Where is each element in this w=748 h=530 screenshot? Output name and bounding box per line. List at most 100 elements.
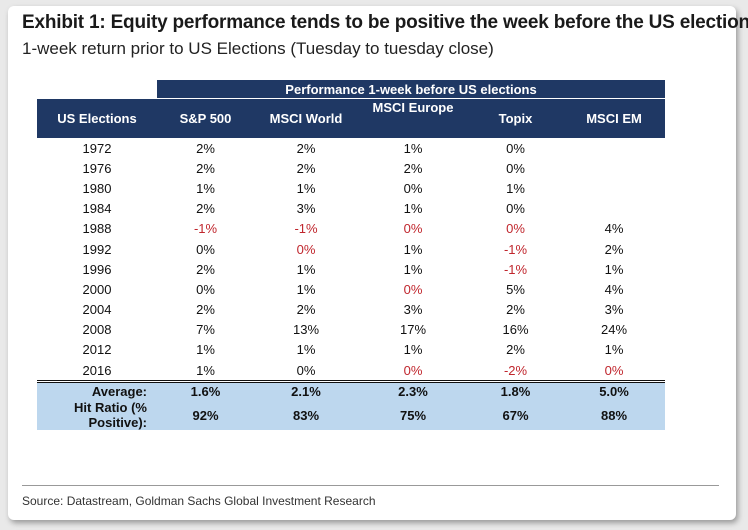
- return-cell: 3%: [296, 201, 316, 217]
- election-year-cell: 1988: [82, 221, 112, 237]
- table-row: 1984 2% 3% 1% 0%: [37, 199, 665, 219]
- return-cell: 16%: [502, 322, 529, 338]
- exhibit-subtitle: 1-week return prior to US Elections (Tue…: [22, 39, 494, 58]
- col-header-msci-em: MSCI EM: [563, 98, 666, 138]
- table-row: 1992 0% 0% 1% -1% 2%: [37, 239, 665, 259]
- return-cell: 24%: [601, 322, 628, 338]
- election-year-cell: 1996: [82, 261, 112, 277]
- summary-cell: 5.0%: [563, 381, 666, 401]
- table-row: 2012 1% 1% 1% 2% 1%: [37, 340, 665, 360]
- summary-cell: 2.3%: [358, 381, 468, 401]
- return-cell: 1%: [403, 201, 423, 217]
- summary-cell: 1.6%: [157, 381, 254, 401]
- return-cell: 1%: [604, 342, 624, 358]
- election-year-cell: 1972: [82, 140, 112, 156]
- return-cell: -1%: [294, 221, 318, 237]
- summary-row-hit-ratio: Hit Ratio (% Positive): 92% 83% 75% 67% …: [37, 400, 666, 431]
- return-cell: 0%: [403, 281, 423, 297]
- return-cell: 0%: [506, 160, 525, 176]
- return-cell: 7%: [196, 322, 215, 338]
- return-cell: 0%: [506, 221, 525, 237]
- election-year-cell: 1984: [82, 201, 112, 217]
- return-cell: 2%: [296, 302, 316, 318]
- col-header-msci-europe: MSCI Europe: [358, 98, 468, 138]
- return-cell: 0%: [403, 221, 423, 237]
- return-cell: 1%: [196, 342, 215, 358]
- return-cell: 0%: [506, 201, 525, 217]
- return-cell: [563, 158, 665, 178]
- table-row: 2000 0% 1% 0% 5% 4%: [37, 279, 665, 299]
- return-cell: 2%: [604, 241, 624, 257]
- return-cell: 1%: [403, 241, 423, 257]
- col-header-topix: Topix: [468, 98, 563, 138]
- return-cell: 1%: [157, 360, 254, 384]
- election-year-cell: 1976: [82, 160, 112, 176]
- return-cell: 1%: [296, 261, 316, 277]
- summary-cell: 92%: [157, 400, 254, 431]
- return-cell: 1%: [604, 261, 624, 277]
- summary-cell: 75%: [358, 400, 468, 431]
- table-row: 2004 2% 2% 3% 2% 3%: [37, 300, 665, 320]
- return-cell: 2%: [296, 160, 316, 176]
- return-cell: [563, 199, 665, 219]
- return-cell: [563, 138, 665, 158]
- return-cell: 0%: [563, 360, 666, 384]
- return-cell: 3%: [403, 302, 423, 318]
- table-row: 1980 1% 1% 0% 1%: [37, 178, 665, 198]
- return-cell: 2%: [403, 160, 423, 176]
- table-row: 1976 2% 2% 2% 0%: [37, 158, 665, 178]
- table-row: 1988 -1% -1% 0% 0% 4%: [37, 219, 665, 239]
- return-cell: 17%: [399, 322, 427, 338]
- election-year-cell: 2016: [37, 360, 157, 384]
- election-year-cell: 2000: [82, 281, 112, 297]
- performance-table: Performance 1-week before US elections U…: [37, 80, 666, 431]
- table-body: 1972 2% 2% 1% 0% 1976 2% 2% 2% 0% 1980 1% 1% 0% 1% 1984…: [37, 138, 666, 384]
- election-year-cell: 2004: [82, 302, 112, 318]
- table-row: 2008 7% 13% 17% 16% 24%: [37, 320, 665, 340]
- summary-cell: 83%: [254, 400, 358, 431]
- return-cell: 1%: [196, 180, 215, 196]
- footer-divider: [22, 485, 719, 486]
- return-cell: 2%: [196, 302, 215, 318]
- return-cell: 13%: [292, 322, 320, 338]
- summary-body: Average: 1.6% 2.1% 2.3% 1.8% 5.0% Hit Ra…: [37, 381, 666, 431]
- return-cell: 0%: [296, 241, 316, 257]
- return-cell: 1%: [403, 342, 423, 358]
- band-header: Performance 1-week before US elections: [157, 80, 666, 99]
- return-cell: 2%: [196, 261, 215, 277]
- table-row: 2016 1% 0% 0% -2% 0%: [37, 360, 666, 384]
- source-note: Source: Datastream, Goldman Sachs Global…: [22, 494, 376, 508]
- return-cell: 5%: [506, 281, 525, 297]
- col-header-msci-world: MSCI World: [254, 98, 358, 138]
- return-cell: 2%: [196, 201, 215, 217]
- return-cell: 0%: [358, 360, 468, 384]
- summary-cell: 1.8%: [468, 381, 563, 401]
- return-cell: 0%: [196, 281, 215, 297]
- return-cell: 2%: [196, 140, 215, 156]
- return-cell: 0%: [506, 140, 525, 156]
- return-cell: 1%: [506, 180, 525, 196]
- return-cell: -2%: [468, 360, 563, 384]
- return-cell: 4%: [604, 221, 624, 237]
- summary-row-average: Average: 1.6% 2.1% 2.3% 1.8% 5.0%: [37, 381, 666, 401]
- return-cell: 4%: [604, 281, 624, 297]
- summary-cell: 88%: [563, 400, 666, 431]
- return-cell: 2%: [506, 302, 525, 318]
- col-header-sp500: S&P 500: [157, 98, 254, 138]
- table-row: 1996 2% 1% 1% -1% 1%: [37, 259, 665, 279]
- return-cell: 2%: [196, 160, 215, 176]
- summary-cell: 67%: [468, 400, 563, 431]
- return-cell: 0%: [403, 180, 423, 196]
- return-cell: 1%: [403, 261, 423, 277]
- table-row: 1972 2% 2% 1% 0%: [37, 138, 665, 158]
- return-cell: 3%: [604, 302, 624, 318]
- return-cell: -1%: [503, 241, 528, 257]
- return-cell: -1%: [193, 221, 218, 237]
- return-cell: 1%: [296, 342, 316, 358]
- return-cell: 0%: [254, 360, 358, 384]
- col-header-us-elections: US Elections: [37, 98, 157, 138]
- return-cell: 2%: [506, 342, 525, 358]
- column-header-row: US Elections S&P 500 MSCI World MSCI Eur…: [37, 98, 666, 138]
- exhibit-title: Exhibit 1: Equity performance tends to b…: [22, 12, 748, 33]
- election-year-cell: 2008: [82, 322, 112, 338]
